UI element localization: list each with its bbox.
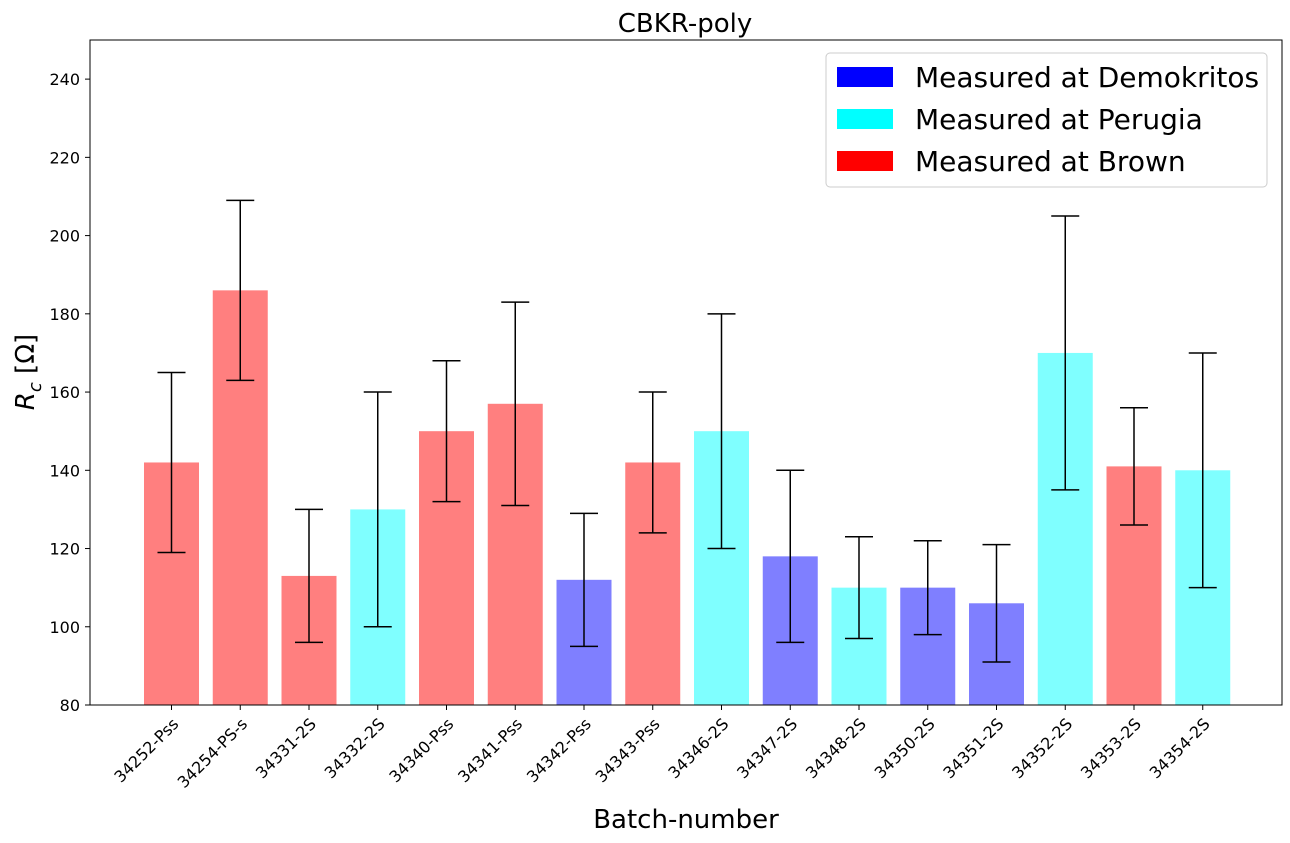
x-tick-label: 34347-2S bbox=[733, 714, 801, 782]
x-tick-label: 34341-Pss bbox=[454, 714, 526, 786]
plot-frame bbox=[89, 39, 1283, 706]
x-tick-label: 34351-2S bbox=[939, 714, 1007, 782]
y-axis-title-symbol: R bbox=[11, 392, 41, 410]
legend-label-demokritos: Measured at Demokritos bbox=[915, 61, 1259, 94]
x-tick-label: 34340-Pss bbox=[385, 714, 457, 786]
x-tick-label: 34354-2S bbox=[1146, 714, 1214, 782]
y-tick-label: 240 bbox=[49, 70, 80, 89]
chart-title: CBKR-poly bbox=[618, 9, 752, 39]
x-tick-label: 34353-2S bbox=[1077, 714, 1145, 782]
y-tick-label: 180 bbox=[49, 305, 80, 324]
y-tick-label: 220 bbox=[49, 148, 80, 167]
bars-group bbox=[144, 290, 1231, 705]
y-tick-label: 200 bbox=[49, 227, 80, 246]
y-axis: 80 100 120 140 160 180 200 220 240 bbox=[49, 70, 90, 715]
x-tick-label: 34348-2S bbox=[802, 714, 870, 782]
y-axis-title: Rc [Ω] bbox=[11, 334, 46, 410]
legend-label-perugia: Measured at Perugia bbox=[915, 103, 1203, 136]
legend: Measured at Demokritos Measured at Perugi… bbox=[825, 52, 1268, 188]
x-tick-label: 34331-2S bbox=[252, 714, 320, 782]
y-tick-label: 160 bbox=[49, 383, 80, 402]
legend-box bbox=[825, 52, 1268, 188]
x-tick-label: 34342-Pss bbox=[523, 714, 595, 786]
x-tick-label: 34346-2S bbox=[664, 714, 732, 782]
x-tick-label: 34254-PS-s bbox=[174, 714, 251, 791]
y-tick-label: 100 bbox=[49, 618, 80, 637]
y-axis-title-unit: [Ω] bbox=[11, 334, 41, 382]
y-tick-label: 140 bbox=[49, 461, 80, 480]
x-tick-label: 34332-2S bbox=[321, 714, 389, 782]
legend-swatch-demokritos bbox=[837, 67, 893, 87]
x-axis-title: Batch-number bbox=[593, 805, 779, 835]
legend-swatch-brown bbox=[837, 151, 893, 171]
legend-label-brown: Measured at Brown bbox=[915, 145, 1186, 178]
legend-swatch-perugia bbox=[837, 109, 893, 129]
x-tick-label: 34350-2S bbox=[871, 714, 939, 782]
x-tick-label: 34352-2S bbox=[1008, 714, 1076, 782]
y-tick-label: 120 bbox=[49, 540, 80, 559]
y-axis-title-subscript: c bbox=[25, 382, 46, 392]
x-tick-label: 34252-Pss bbox=[110, 714, 182, 786]
y-tick-label: 80 bbox=[60, 696, 80, 715]
errorbars-group bbox=[157, 199, 1217, 663]
x-tick-label: 34343-Pss bbox=[592, 714, 664, 786]
